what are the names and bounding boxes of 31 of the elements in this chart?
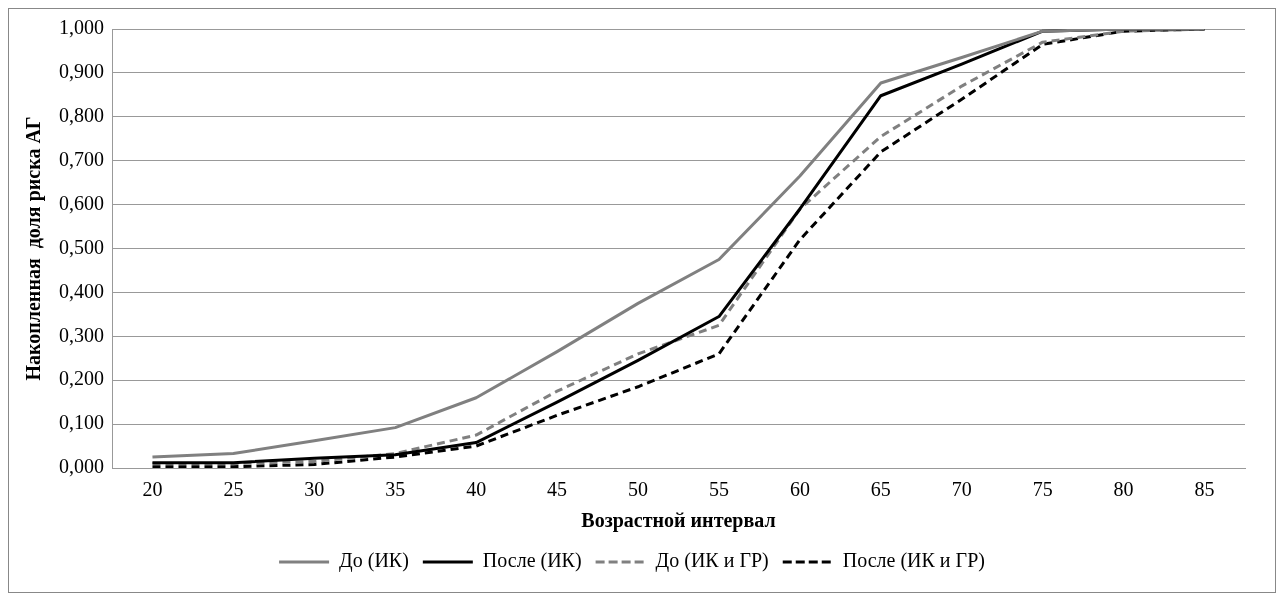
y-tick-label: 0,000 bbox=[59, 455, 104, 478]
y-tick-label: 0,100 bbox=[59, 411, 104, 434]
legend-label: До (ИК) bbox=[339, 549, 409, 573]
x-tick-label: 40 bbox=[466, 478, 487, 501]
x-tick-label: 75 bbox=[1032, 478, 1053, 501]
y-tick-label: 0,600 bbox=[59, 191, 104, 214]
legend-label: До (ИК и ГР) bbox=[655, 549, 769, 573]
y-tick-label: 0,500 bbox=[59, 235, 104, 258]
legend-label: После (ИК и ГР) bbox=[842, 549, 985, 573]
x-tick-label: 20 bbox=[142, 478, 163, 501]
x-tick-label: 25 bbox=[223, 478, 244, 501]
x-tick-label: 35 bbox=[385, 478, 406, 501]
y-axis-title: Накопленная доля риска АГ bbox=[22, 116, 46, 381]
y-tick-label: 0,900 bbox=[59, 60, 104, 83]
x-axis-title: Возрастной интервал bbox=[581, 509, 776, 533]
x-tick-label: 80 bbox=[1113, 478, 1134, 501]
x-tick-label: 85 bbox=[1194, 478, 1215, 501]
x-tick-label: 60 bbox=[789, 478, 810, 501]
x-tick-label: 30 bbox=[304, 478, 325, 501]
x-tick-label: 50 bbox=[628, 478, 649, 501]
legend-label: После (ИК) bbox=[482, 549, 582, 573]
x-tick-label: 65 bbox=[870, 478, 891, 501]
x-tick-label: 45 bbox=[547, 478, 568, 501]
x-tick-label: 55 bbox=[708, 478, 729, 501]
y-tick-label: 1,000 bbox=[59, 16, 104, 39]
y-tick-label: 0,200 bbox=[59, 367, 104, 390]
y-tick-label: 0,400 bbox=[59, 279, 104, 302]
x-tick-label: 70 bbox=[951, 478, 972, 501]
y-tick-label: 0,300 bbox=[59, 323, 104, 346]
y-tick-label: 0,800 bbox=[59, 104, 104, 127]
y-tick-label: 0,700 bbox=[59, 147, 104, 170]
